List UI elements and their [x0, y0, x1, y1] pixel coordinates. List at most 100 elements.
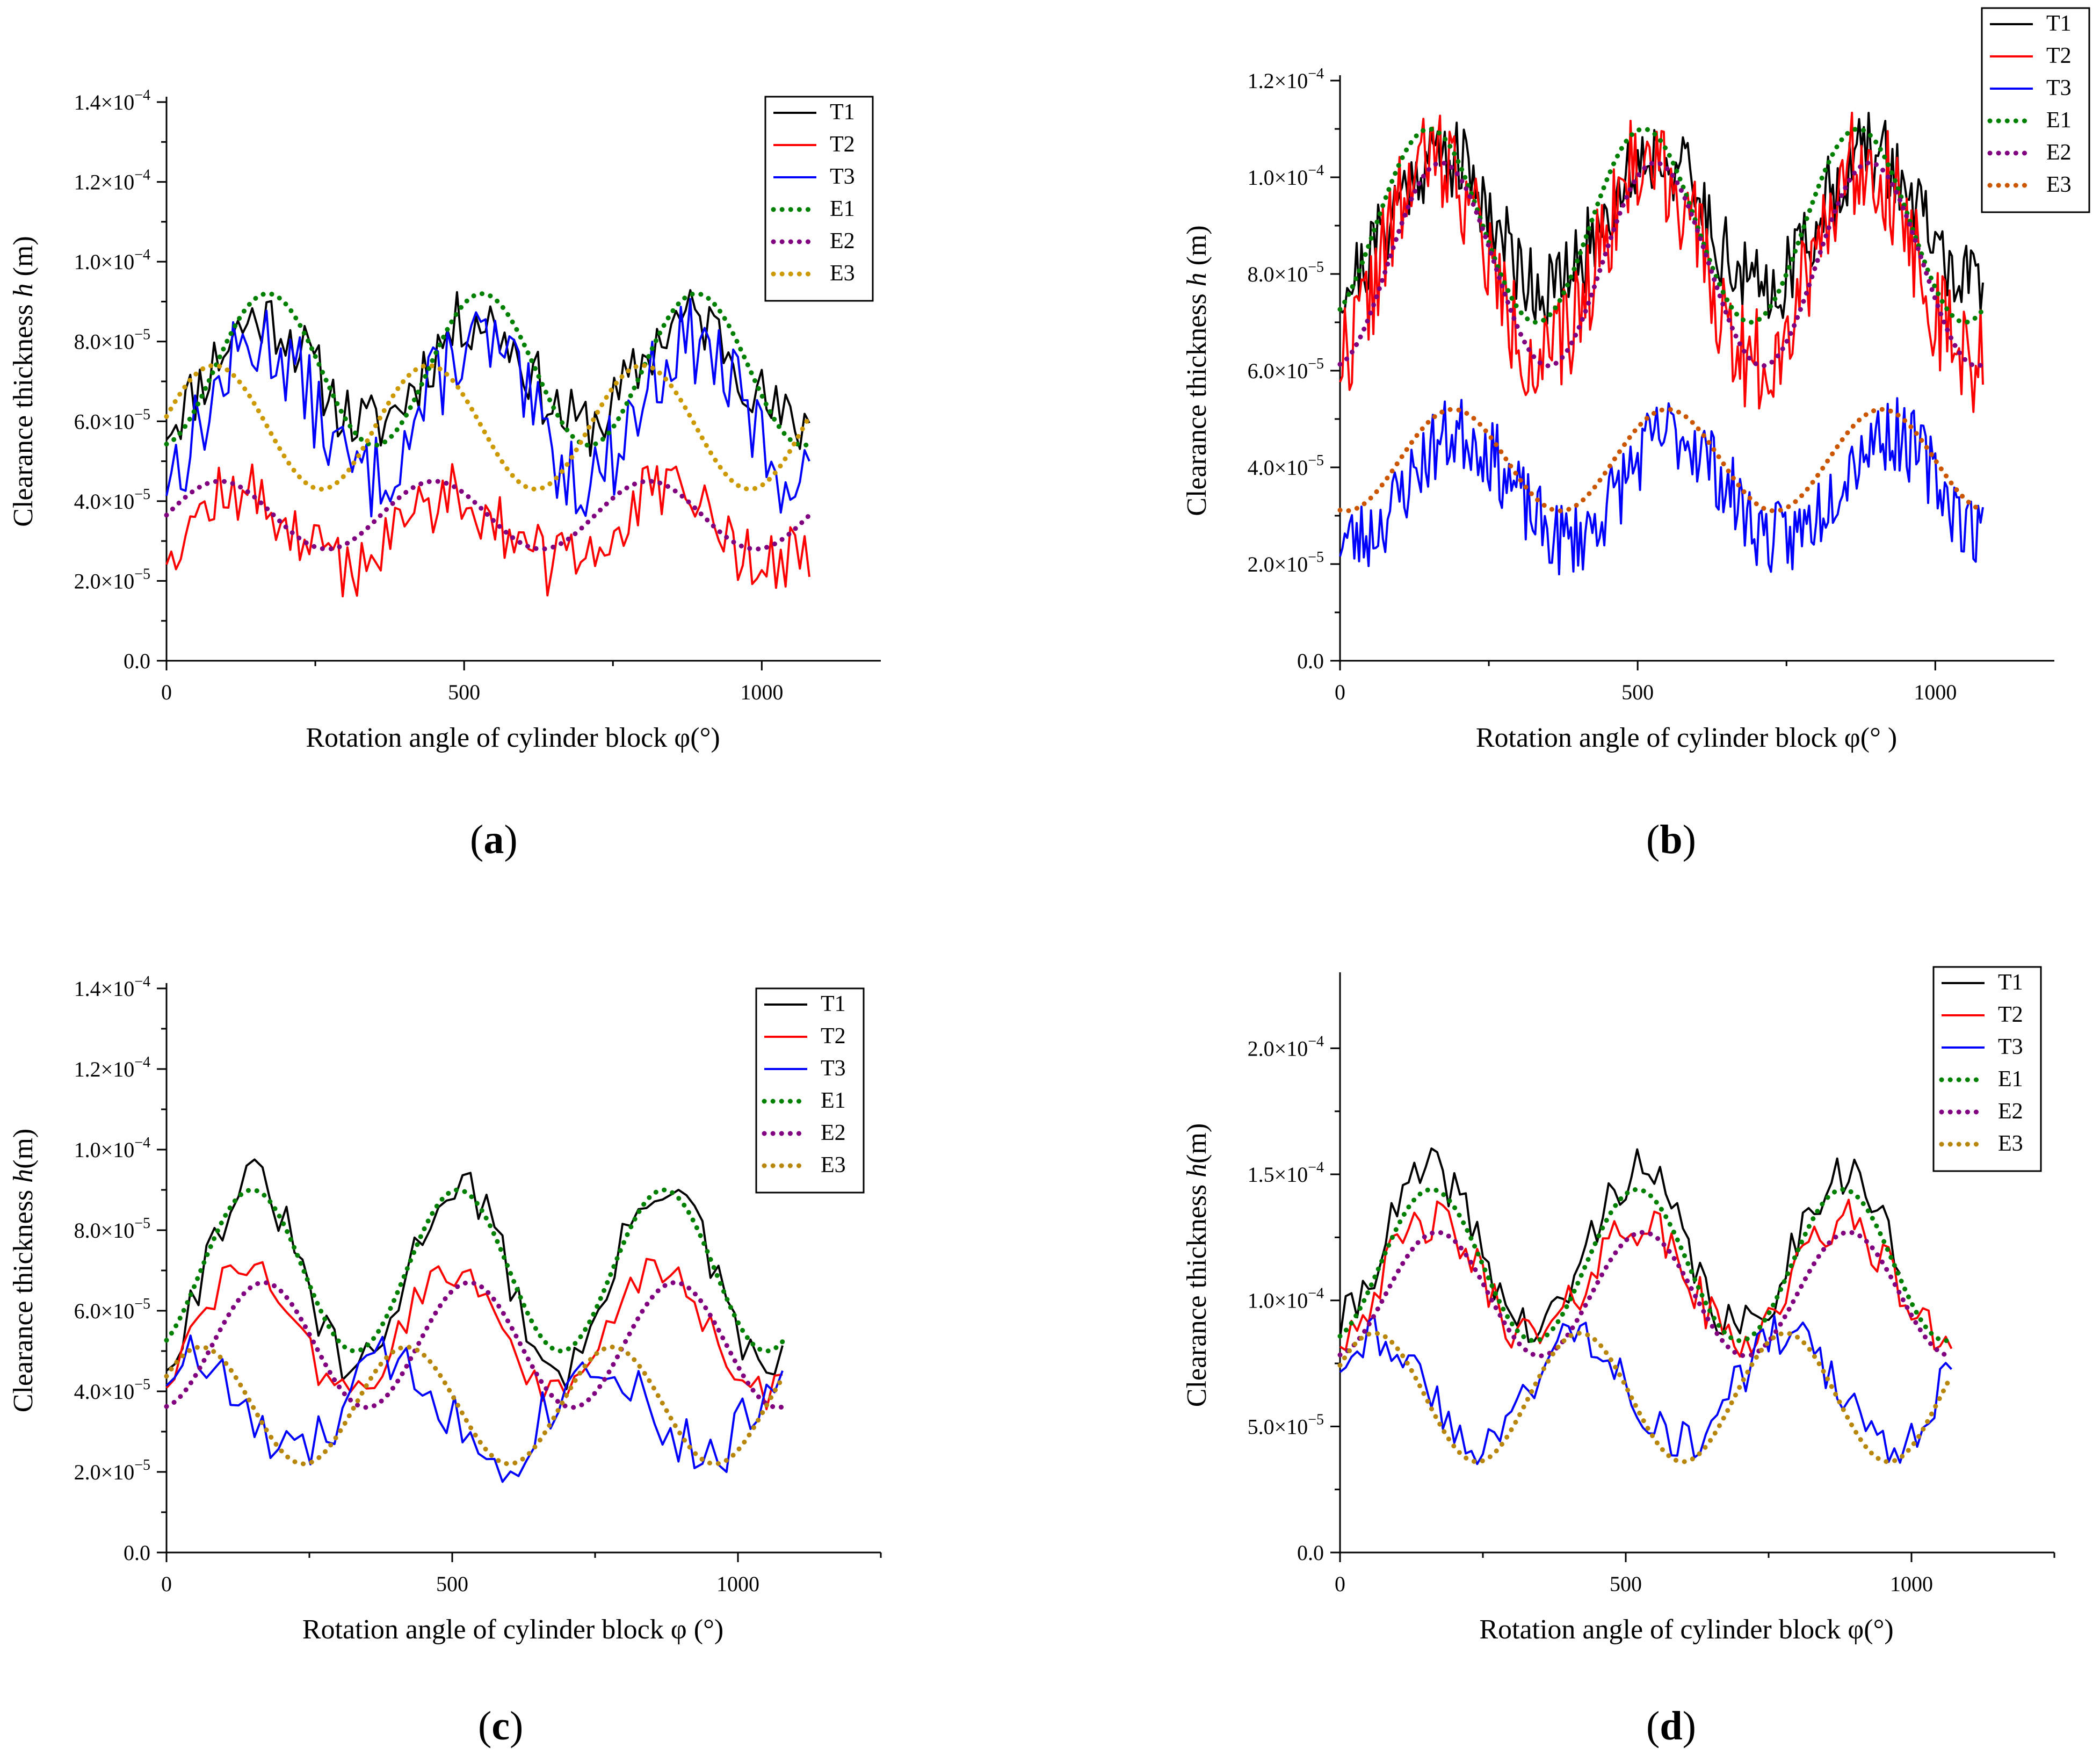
legend-box — [1932, 966, 2042, 1172]
chart-panel-b: 0 500 1000 0.0 2.0×10−5 4.0×10−5 6.0×10−5 8.0×1… — [1182, 7, 2090, 753]
legend-label-e1: E1 — [830, 197, 855, 221]
panel-label-c: (c) — [478, 1703, 524, 1749]
legend-label-t2: T2 — [821, 1024, 846, 1049]
y-tick-label: 5.0×10−5 — [1248, 1411, 1324, 1439]
panel-label-b: (b) — [1646, 817, 1696, 862]
series-line-e1 — [1337, 1187, 1953, 1344]
legend-label-t1: T1 — [2046, 11, 2072, 36]
series-line-t3 — [1339, 397, 1984, 575]
legend-label-t2: T2 — [1998, 1002, 2023, 1027]
legend-label-t1: T1 — [1998, 970, 2023, 995]
y-tick-label: 2.0×10−5 — [74, 566, 150, 593]
y-tick-label: 1.2×10−4 — [74, 167, 150, 194]
y-tick-label: 1.5×10−4 — [1248, 1159, 1324, 1187]
series-line-t3 — [165, 298, 810, 518]
y-tick-label: 2.0×10−4 — [1248, 1033, 1324, 1060]
x-tick-label: 500 — [1621, 680, 1654, 704]
legend-label-t3: T3 — [2046, 76, 2072, 100]
legend-label-e3: E3 — [821, 1153, 846, 1178]
series-line-t3 — [1339, 1315, 1952, 1465]
legend-label-t1: T1 — [830, 100, 855, 125]
legend-label-e1: E1 — [2046, 108, 2072, 133]
legend-label-e2: E2 — [830, 229, 855, 254]
series-line-e3 — [164, 1345, 786, 1467]
series-line-e1 — [1337, 126, 1986, 325]
legend-box — [1981, 7, 2090, 213]
x-tick-label: 500 — [1610, 1572, 1642, 1596]
legend-label-t2: T2 — [2046, 44, 2072, 68]
legend-label-t3: T3 — [830, 164, 855, 189]
panel-label-d: (d) — [1646, 1703, 1696, 1749]
series-line-e1 — [164, 1187, 786, 1354]
series-line-t2 — [1339, 111, 1984, 413]
series-line-t2 — [1339, 1198, 1953, 1358]
x-tick-label: 0 — [1335, 680, 1345, 704]
y-tick-label: 1.4×10−4 — [74, 973, 150, 1001]
y-tick-label: 1.0×10−4 — [74, 247, 150, 274]
chart-panel-c: 0 500 1000 0.0 2.0×10−5 4.0×10−5 6.0×10−5 8.0×1… — [8, 973, 882, 1645]
y-tick-label: 4.0×10−5 — [1248, 452, 1324, 480]
series-line-t1 — [165, 1158, 784, 1390]
x-tick-label: 1000 — [1890, 1572, 1933, 1596]
chart-panel-d: 0 500 1000 0.0 5.0×10−5 1.0×10−4 1.5×10−4 2.0×1… — [1182, 966, 2055, 1645]
legend-label-e1: E1 — [1998, 1067, 2023, 1092]
legend-label-e1: E1 — [821, 1088, 846, 1113]
legend-label-e2: E2 — [2046, 140, 2072, 165]
y-axis-title: Clearance thickness h (m) — [8, 236, 39, 526]
y-axis-title: Clearance thickness h (m) — [1182, 225, 1212, 516]
series-line-t1 — [1339, 1147, 1901, 1343]
y-tick-label: 8.0×10−5 — [1248, 259, 1324, 286]
y-tick-label: 8.0×10−5 — [74, 327, 150, 354]
series-line-t2 — [165, 463, 810, 598]
x-axis-title: Rotation angle of cylinder block φ(°) — [1479, 1614, 1893, 1645]
x-tick-label: 1000 — [716, 1572, 759, 1596]
y-tick-label: 0.0 — [124, 649, 150, 673]
y-tick-label: 8.0×10−5 — [74, 1215, 150, 1243]
series-line-e2 — [164, 1280, 786, 1410]
y-tick-label: 6.0×10−5 — [1248, 356, 1324, 383]
y-tick-label: 0.0 — [1297, 1541, 1324, 1565]
series-line-e2 — [1337, 1230, 1953, 1359]
y-tick-label: 1.0×10−4 — [74, 1135, 150, 1162]
series-line-e2 — [1337, 160, 1986, 369]
y-tick-label: 6.0×10−5 — [74, 1296, 150, 1323]
y-tick-label: 0.0 — [124, 1541, 150, 1565]
x-tick-label: 500 — [436, 1572, 468, 1596]
legend-box — [755, 987, 865, 1194]
y-tick-label: 1.4×10−4 — [74, 87, 150, 114]
legend-label-e3: E3 — [2046, 172, 2072, 197]
series-line-t3 — [165, 1334, 784, 1483]
x-tick-label: 0 — [1335, 1572, 1345, 1596]
y-axis-title: Clearance thickness h(m) — [1182, 1123, 1212, 1407]
x-tick-label: 1000 — [1914, 680, 1957, 704]
y-tick-label: 1.2×10−4 — [1248, 66, 1324, 93]
series-line-e2 — [164, 479, 812, 552]
legend-label-t2: T2 — [830, 132, 855, 157]
y-tick-label: 1.0×10−4 — [1248, 162, 1324, 190]
series-line-e3 — [1337, 1331, 1953, 1464]
series-line-e3 — [164, 363, 812, 492]
panel-label-a: (a) — [470, 817, 518, 862]
x-tick-label: 500 — [448, 680, 480, 704]
x-tick-label: 1000 — [740, 680, 783, 704]
legend-label-t3: T3 — [1998, 1035, 2023, 1059]
legend-label-t1: T1 — [821, 992, 846, 1016]
x-axis-title: Rotation angle of cylinder block φ(° ) — [1476, 723, 1897, 753]
x-axis-title: Rotation angle of cylinder block φ(°) — [306, 723, 720, 753]
legend-label-t3: T3 — [821, 1056, 846, 1081]
y-tick-label: 0.0 — [1297, 649, 1324, 673]
series-line-e3 — [1337, 407, 1986, 514]
y-tick-label: 2.0×10−5 — [74, 1457, 150, 1484]
y-tick-label: 1.0×10−4 — [1248, 1286, 1324, 1313]
x-axis-title: Rotation angle of cylinder block φ (°) — [302, 1614, 723, 1645]
legend-label-e2: E2 — [821, 1121, 846, 1145]
x-tick-label: 0 — [161, 1572, 172, 1596]
legend-box — [764, 96, 874, 302]
legend-label-e3: E3 — [1998, 1131, 2023, 1156]
y-tick-label: 2.0×10−5 — [1248, 549, 1324, 576]
series-line-e1 — [164, 291, 812, 448]
chart-panel-a: 0 500 1000 0.0 2.0×10−5 4.0×10−5 6.0×10−5 8.0×1… — [8, 87, 881, 753]
y-tick-label: 6.0×10−5 — [74, 406, 150, 434]
legend-label-e3: E3 — [830, 261, 855, 286]
